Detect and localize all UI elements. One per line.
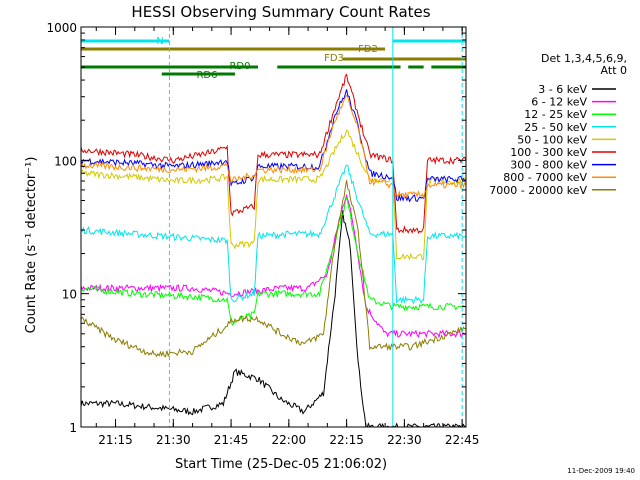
series-line-0 xyxy=(81,210,466,427)
x-tick-label: 22:00 xyxy=(272,433,307,447)
x-tick-label: 21:30 xyxy=(156,433,191,447)
x-tick-label: 21:15 xyxy=(98,433,133,447)
y-axis-label: Count Rate (s⁻¹ detector⁻¹) xyxy=(24,157,39,334)
flag-label-n: N xyxy=(156,36,163,47)
legend-label-8: 7000 - 20000 keV xyxy=(489,184,587,197)
series-line-5 xyxy=(81,73,466,235)
plot-frame xyxy=(80,26,467,428)
legend-label-5: 100 - 300 keV xyxy=(510,146,587,159)
y-tick-label: 100 xyxy=(54,154,77,168)
legend-label-4: 50 - 100 keV xyxy=(517,133,587,146)
legend-label-1: 6 - 12 keV xyxy=(531,96,587,109)
legend-label-2: 12 - 25 keV xyxy=(524,108,587,121)
series-line-8 xyxy=(81,180,466,358)
x-tick-label: 22:45 xyxy=(445,433,480,447)
axis-ticks: 21:15 21:30 21:45 22:00 22:15 22:30 22:45 1 10 10… xyxy=(46,21,479,447)
series-line-2 xyxy=(81,196,466,326)
x-tick-label: 21:45 xyxy=(214,433,249,447)
flag-label-rd0: RD0 xyxy=(229,61,250,72)
flag-label-rd6: RD6 xyxy=(196,70,217,81)
series-line-7 xyxy=(81,94,466,200)
series-line-3 xyxy=(81,164,466,305)
y-tick-label: 1 xyxy=(69,421,77,435)
instrument-flags: N FD2 FD3 RD0 RD6 xyxy=(81,36,466,81)
x-axis-label: Start Time (25-Dec-05 21:06:02) xyxy=(175,457,387,472)
legend-header-line: Det 1,3,4,5,6,9, xyxy=(541,52,627,65)
flag-label-fd3: FD3 xyxy=(324,53,344,64)
chart-title: HESSI Observing Summary Count Rates xyxy=(131,3,430,21)
x-tick-label: 22:30 xyxy=(387,433,422,447)
legend-label-7: 800 - 7000 keV xyxy=(503,171,587,184)
series-line-4 xyxy=(81,129,466,261)
series-line-1 xyxy=(81,193,466,339)
y-tick-label: 10 xyxy=(62,288,77,302)
series-lines xyxy=(81,73,466,427)
x-tick-label: 22:15 xyxy=(329,433,364,447)
y-tick-label: 1000 xyxy=(46,21,77,35)
legend-label-3: 25 - 50 keV xyxy=(524,121,587,134)
cyan-marker-lines xyxy=(168,27,463,427)
flag-label-fd2: FD2 xyxy=(358,44,378,55)
legend-header-line: Att 0 xyxy=(601,64,627,77)
legend-label-0: 3 - 6 keV xyxy=(538,83,587,96)
legend-label-6: 300 - 800 keV xyxy=(510,159,587,172)
footer-timestamp: 11-Dec-2009 19:40 xyxy=(567,467,635,475)
